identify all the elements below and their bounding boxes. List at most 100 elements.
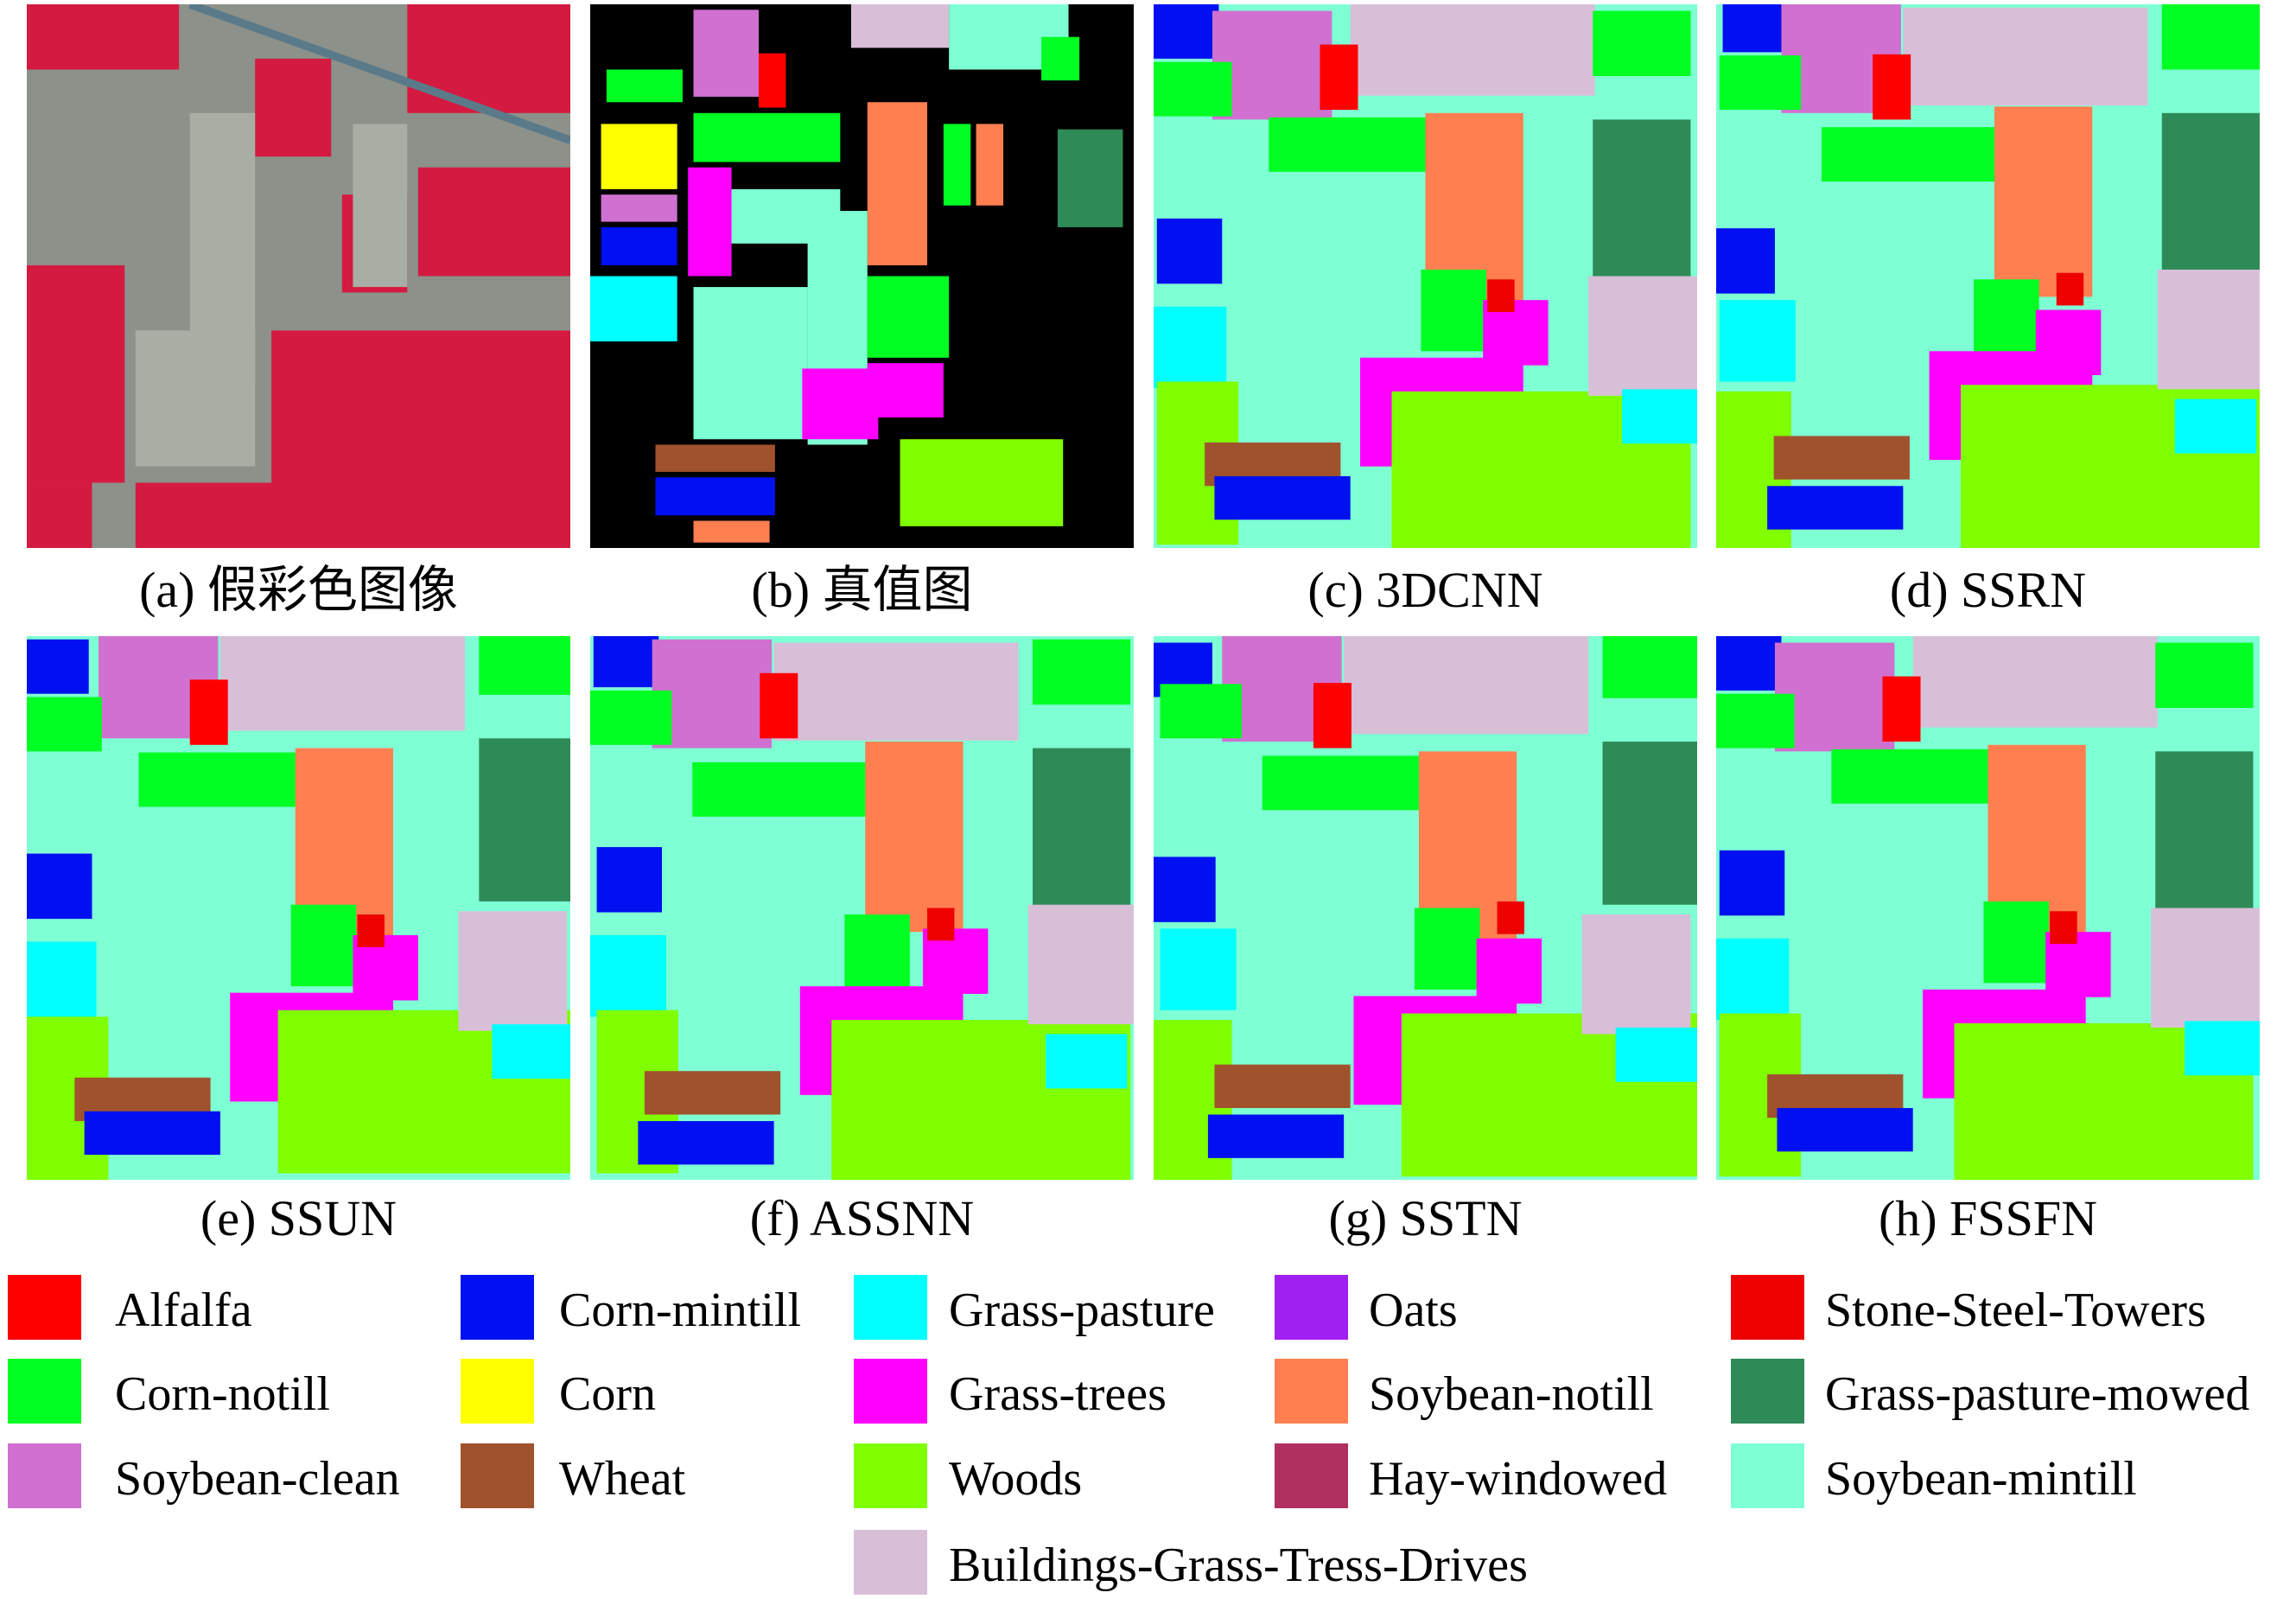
map-region [84,1111,220,1156]
map-region [1602,636,1697,698]
map-region [593,636,659,688]
map-region [1588,276,1697,396]
map-region [867,102,927,265]
legend-label: Buildings-Grass-Tress-Drives [949,1538,1528,1592]
map-region [1214,1064,1351,1108]
legend-label: Oats [1369,1284,1458,1337]
map-region [27,482,92,548]
map-region [590,276,677,341]
map-region [2056,272,2084,306]
map-region [688,167,732,277]
map-region [1027,904,1134,1025]
legend-swatch [1275,1275,1348,1340]
classification-map [1716,4,2260,548]
map-region [850,4,950,48]
map-region [601,194,677,222]
legend-swatch [1275,1443,1348,1508]
map-region [1350,4,1595,96]
legend-label: Wheat [559,1452,686,1506]
map-region [1414,908,1480,990]
map-region [407,4,570,113]
map-region [1033,748,1131,912]
legend-label: Soybean-clean [115,1452,400,1506]
map-region [189,679,228,745]
legend-label: Stone-Steel-Towers [1825,1284,2206,1337]
map-region [601,226,677,265]
legend-swatch [1731,1443,1804,1508]
map-region [1156,218,1223,284]
map-region [1581,914,1691,1035]
legend-swatch [8,1275,81,1340]
legend-label: Corn-notill [115,1367,330,1421]
legend-swatch [461,1275,534,1340]
map-region [773,642,1019,741]
map-region [357,914,385,947]
map-region [1767,486,1904,530]
map-region [844,914,910,997]
map-region [1212,10,1332,120]
map-region [1716,693,1795,749]
map-region [638,1121,774,1165]
map-region [27,639,89,694]
map-region [1974,279,2039,361]
map-region [1207,1114,1345,1158]
map-region [590,690,672,745]
map-region [492,1024,570,1080]
map-region [417,167,570,277]
panel-caption: (c) 3DCNN [1307,562,1543,618]
map-region [27,941,97,1023]
map-region [1057,129,1123,227]
map-region [652,639,773,749]
legend-swatch [854,1530,927,1595]
map-region [1046,1034,1128,1089]
map-region [2161,112,2260,277]
map-region [1593,119,1691,283]
panel-caption: (a) 假彩色图像 [139,562,458,618]
map-region [1421,269,1486,352]
legend-swatch [1731,1275,1804,1340]
map-region [867,363,944,418]
classification-map [27,636,570,1180]
legend-label: Woods [949,1452,1083,1506]
panel-caption: (e) SSUN [200,1190,398,1246]
map-region [1160,684,1242,739]
map-region [655,477,775,516]
map-region [1719,55,1802,111]
map-region [1882,676,1921,742]
map-region [802,368,879,440]
map-region [27,264,125,483]
legend-label: Soybean-mintill [1825,1452,2137,1506]
legend-label: Corn-mintill [559,1284,801,1337]
map-region [1497,901,1524,934]
map-region [606,69,683,103]
map-region [865,742,964,933]
map-region [1719,300,1796,382]
map-region [926,908,955,941]
map-region [1160,928,1237,1010]
map-region [1615,1027,1697,1082]
road [188,4,570,144]
legend-swatch [8,1359,81,1424]
false-color-image [27,4,570,548]
panel-caption: (g) SSTN [1328,1190,1523,1246]
panel-caption: (f) ASSNN [749,1190,975,1246]
legend-label: Grass-trees [949,1367,1167,1421]
map-region [1154,306,1227,389]
map-region [1154,4,1219,59]
map-region [1719,850,1785,916]
legend-swatch [461,1359,534,1424]
map-region [479,636,570,695]
panel-caption: (b) 真值图 [751,562,973,618]
map-region [1154,857,1216,922]
map-region [2185,1021,2260,1076]
map-region [601,124,677,189]
map-region [596,847,663,913]
panel-caption: (h) FSSFN [1878,1190,2098,1246]
map-region [1777,1107,1913,1152]
map-region [2151,908,2260,1028]
map-region [1320,44,1358,111]
map-region [976,124,1004,206]
map-region [1154,61,1232,117]
legend-label: Hay-windowed [1369,1452,1668,1506]
map-region [2050,911,2077,945]
